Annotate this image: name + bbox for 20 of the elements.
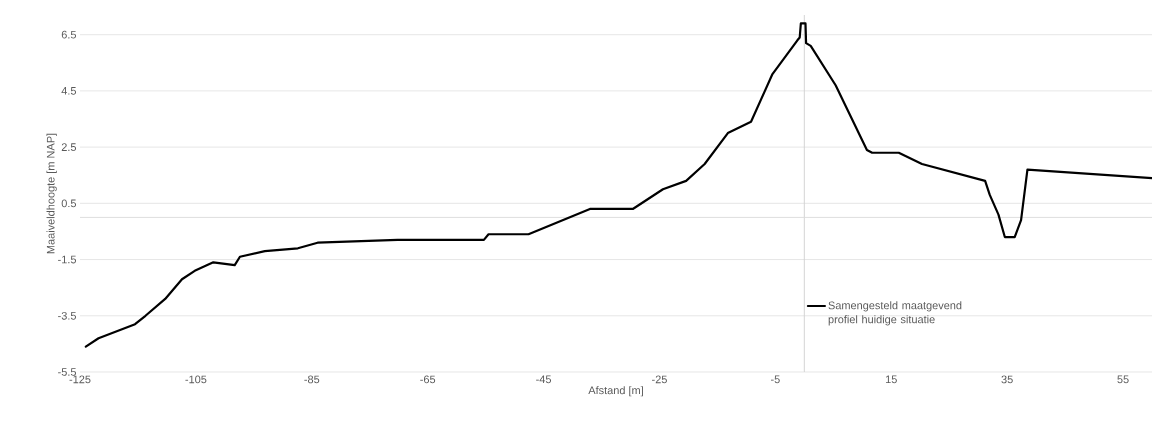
y-tick-label: 6.5 [61, 30, 77, 39]
y-axis-title: Maaiveldhoogte [m NAP] [46, 133, 57, 254]
x-tick-label: 35 [1001, 375, 1013, 384]
x-axis-title: Afstand [m] [588, 386, 643, 397]
x-tick-label: -5 [770, 375, 780, 384]
x-tick-label: -125 [69, 375, 91, 384]
y-tick-label: -1.5 [58, 255, 77, 264]
y-tick-label: 2.5 [61, 143, 77, 151]
x-tick-label: 15 [885, 375, 897, 384]
x-tick-label: -105 [185, 375, 207, 384]
y-tick-label: -5.5 [58, 368, 77, 376]
legend-label: Samengesteld maatgevend profiel huidige situatie [828, 301, 962, 326]
y-tick-label: -3.5 [58, 311, 77, 320]
x-tick-label: -45 [536, 375, 552, 384]
y-tick-label: 4.5 [61, 87, 77, 95]
x-tick-label: 55 [1117, 375, 1129, 384]
y-tick-label: 0.5 [61, 199, 77, 208]
x-tick-label: -65 [420, 375, 436, 384]
x-tick-label: -85 [304, 375, 320, 384]
x-tick-label: -25 [652, 375, 667, 384]
